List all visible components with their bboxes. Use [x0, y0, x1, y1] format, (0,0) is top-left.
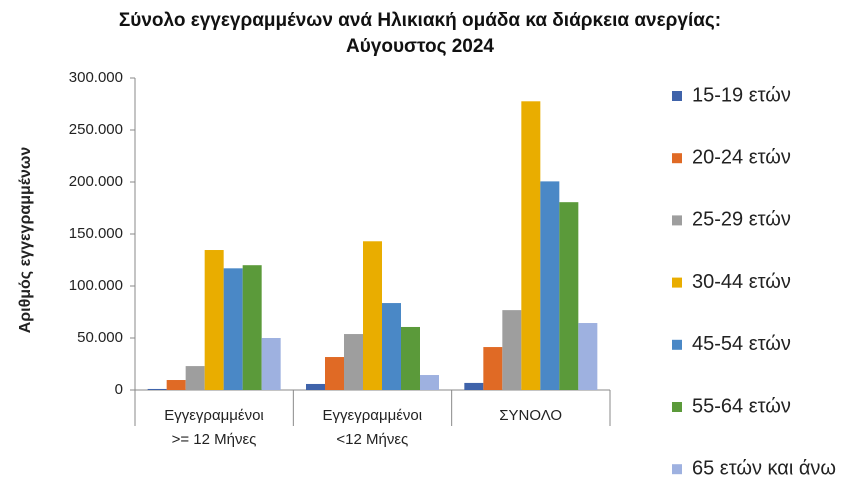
bar — [559, 202, 579, 390]
legend-label: 15-19 ετών — [692, 84, 791, 106]
y-axis-label: Αριθμός εγγεγραμμένων — [17, 147, 34, 334]
legend-label: 55-64 ετών — [692, 395, 791, 417]
bar — [261, 338, 281, 390]
bar — [401, 326, 420, 390]
bar — [420, 375, 439, 390]
bar — [382, 303, 401, 390]
bar — [521, 101, 541, 391]
bar — [204, 250, 224, 390]
bar — [502, 310, 522, 390]
y-tick-label: 50.000 — [77, 329, 123, 346]
legend-label: 20-24 ετών — [692, 146, 791, 168]
x-tick-label: Εγγεγραμμένοι >= 12 Μήνες — [164, 407, 264, 448]
bar — [242, 265, 262, 390]
y-tick-label: 200.000 — [69, 173, 123, 190]
legend-label: 45-54 ετών — [692, 333, 791, 355]
legend-swatch — [672, 402, 682, 412]
legend-swatch — [672, 91, 682, 101]
legend-label: 65 ετών και άνω — [692, 457, 836, 479]
bar — [578, 323, 598, 390]
bar — [325, 357, 344, 390]
x-tick-label: ΣΥΝΟΛΟ — [499, 407, 563, 424]
bar — [464, 382, 484, 390]
y-tick-label: 250.000 — [69, 121, 123, 138]
bar — [540, 181, 560, 390]
chart-title: Σύνολο εγγεγραμμένων ανά Ηλικιακή ομάδα … — [118, 10, 722, 57]
legend-swatch — [672, 215, 682, 226]
y-tick-label: 300.000 — [69, 69, 123, 86]
bar — [306, 383, 325, 390]
y-tick-label: 0 — [115, 381, 123, 398]
bar — [166, 380, 186, 390]
y-tick-label: 100.000 — [69, 277, 123, 294]
y-tick-label: 150.000 — [69, 225, 123, 242]
legend-label: 25-29 ετών — [692, 209, 791, 231]
bar — [185, 366, 205, 390]
legend-swatch — [672, 277, 682, 288]
bar — [147, 388, 167, 390]
x-tick-label: Εγγεγραμμένοι <12 Μήνες — [322, 407, 423, 448]
legend-swatch — [672, 339, 682, 350]
legend-label: 30-44 ετών — [692, 271, 791, 293]
bar — [223, 268, 243, 390]
bar — [363, 241, 382, 390]
bar — [344, 334, 363, 390]
legend-swatch — [672, 153, 682, 164]
bar — [483, 347, 503, 390]
legend-swatch — [672, 464, 682, 475]
